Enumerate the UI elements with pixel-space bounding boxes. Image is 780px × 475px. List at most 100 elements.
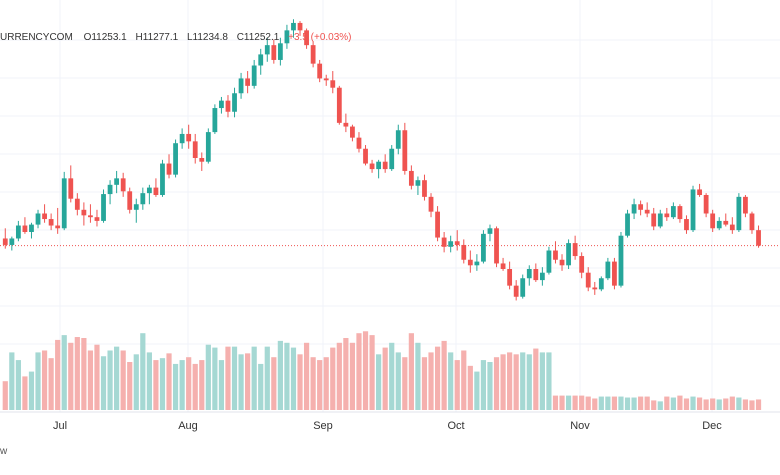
watermark-text: w [0, 446, 8, 457]
x-tick-label: Nov [570, 420, 590, 432]
candle-body [441, 237, 447, 247]
volume-bar [15, 360, 21, 410]
candle-body [631, 204, 637, 214]
candle-body [271, 45, 277, 60]
candle-body [736, 196, 742, 231]
candle-body [454, 241, 460, 245]
candle-body [48, 219, 54, 226]
volume-bar [395, 352, 401, 410]
volume-bar [428, 352, 434, 410]
candle-body [2, 238, 8, 245]
volume-bar [421, 357, 428, 410]
volume-bar [146, 352, 152, 410]
volume-bar [284, 342, 290, 410]
volume-bar [159, 358, 166, 410]
candle-body [461, 244, 467, 260]
candle-body [74, 198, 80, 210]
volume-bar [41, 350, 48, 410]
volume-bar [559, 395, 565, 410]
volume-bar [461, 350, 467, 410]
candle-body [481, 233, 486, 262]
candle-body [657, 213, 663, 227]
candles [2, 19, 761, 301]
volume-bar [369, 335, 375, 410]
volume-bar [61, 335, 67, 410]
candle-body [127, 191, 133, 210]
volume-bar [723, 398, 729, 410]
candle-body [743, 196, 748, 214]
volume-bar [186, 357, 192, 410]
volume-bar [631, 397, 637, 410]
volume-bar [172, 363, 179, 410]
volume-bar [277, 340, 283, 410]
candle-body [35, 213, 41, 225]
candle-body [566, 243, 571, 266]
candle-body [225, 100, 231, 112]
candle-body [697, 189, 702, 195]
candle-body [114, 178, 120, 185]
volume-bar [264, 346, 270, 410]
candle-body [186, 133, 192, 142]
candle-body [376, 161, 382, 170]
candle-body [219, 100, 224, 109]
candle-body [749, 213, 755, 231]
volume-bar [448, 352, 454, 410]
volume-bar [74, 337, 80, 410]
candle-body [710, 213, 716, 229]
volume-bar [199, 360, 205, 410]
volume-bar [605, 396, 611, 410]
volume-bar [94, 344, 100, 410]
candle-body [487, 228, 493, 234]
candle-body [533, 269, 539, 281]
volume-bar [258, 363, 264, 410]
candle-body [422, 180, 427, 197]
volume-bar [303, 342, 310, 410]
candle-body [546, 250, 552, 273]
candle-body [716, 220, 722, 229]
candle-body [579, 256, 585, 273]
candle-body [572, 243, 578, 257]
volume-bar [192, 363, 198, 410]
volume-bar [55, 339, 61, 410]
candle-body [553, 250, 558, 260]
candle-body [61, 178, 67, 229]
candle-body [107, 184, 113, 195]
candle-body [15, 225, 21, 239]
volume-bar [356, 333, 362, 410]
volume-bar [598, 396, 604, 410]
candle-body [140, 193, 146, 205]
candle-body [467, 259, 473, 266]
volume-bar [546, 352, 552, 410]
volume-bar [742, 399, 749, 410]
candle-body [330, 80, 336, 88]
candle-body [618, 235, 624, 286]
volume-bar [153, 360, 159, 410]
high-label: H11277.1 [135, 32, 179, 43]
candle-body [585, 272, 591, 288]
candle-body [520, 278, 526, 297]
volume-bar [585, 396, 591, 410]
candle-body [395, 130, 401, 149]
volume-bar [127, 362, 133, 410]
volume-bar [638, 396, 644, 410]
volume-bars [2, 331, 762, 410]
symbol-label: URRENCYCOM [0, 32, 73, 43]
candle-body [625, 213, 630, 236]
volume-bar [507, 352, 513, 410]
candle-body [703, 195, 709, 214]
candle-body [605, 261, 611, 279]
volume-bar [382, 347, 388, 410]
volume-bar [696, 397, 703, 410]
candle-body [415, 180, 421, 186]
volume-bar [2, 381, 8, 410]
candle-body [81, 209, 87, 216]
volume-bar [114, 346, 120, 410]
volume-bar [362, 331, 369, 410]
volume-bar [107, 350, 113, 410]
volume-bar [644, 396, 650, 410]
candle-body [291, 22, 296, 31]
candle-body [343, 122, 349, 127]
candle-body [160, 163, 165, 195]
volume-bar [624, 397, 631, 410]
